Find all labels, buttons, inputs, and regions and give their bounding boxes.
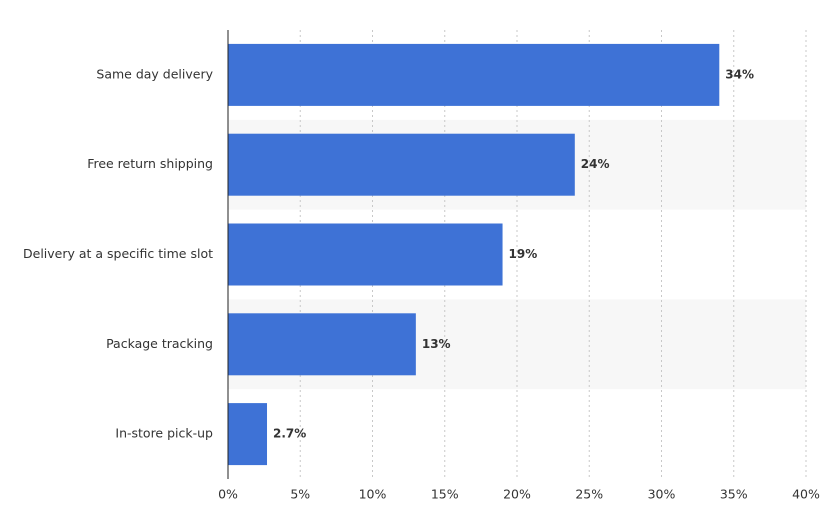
x-tick-label: 20% — [503, 487, 531, 502]
bar — [228, 223, 503, 286]
x-tick-label: 25% — [575, 487, 603, 502]
x-tick-label: 30% — [648, 487, 676, 502]
bar — [228, 133, 575, 196]
x-tick-label: 35% — [720, 487, 748, 502]
y-tick-label: Same day delivery — [96, 66, 213, 81]
value-label: 34% — [725, 67, 754, 81]
value-label: 13% — [422, 337, 451, 351]
y-tick-label: Free return shipping — [87, 156, 213, 171]
y-tick-label: Package tracking — [106, 336, 213, 351]
bar — [228, 43, 720, 106]
bar — [228, 403, 268, 466]
y-tick-label: In-store pick-up — [115, 426, 213, 441]
x-tick-label: 15% — [431, 487, 459, 502]
bar — [228, 313, 416, 376]
y-tick-label: Delivery at a specific time slot — [23, 246, 213, 261]
value-label: 24% — [581, 157, 610, 171]
value-label: 19% — [509, 247, 538, 261]
value-label: 2.7% — [273, 427, 306, 441]
x-tick-label: 10% — [359, 487, 387, 502]
x-tick-label: 0% — [218, 487, 238, 502]
x-tick-label: 40% — [792, 487, 820, 502]
x-tick-label: 5% — [290, 487, 310, 502]
